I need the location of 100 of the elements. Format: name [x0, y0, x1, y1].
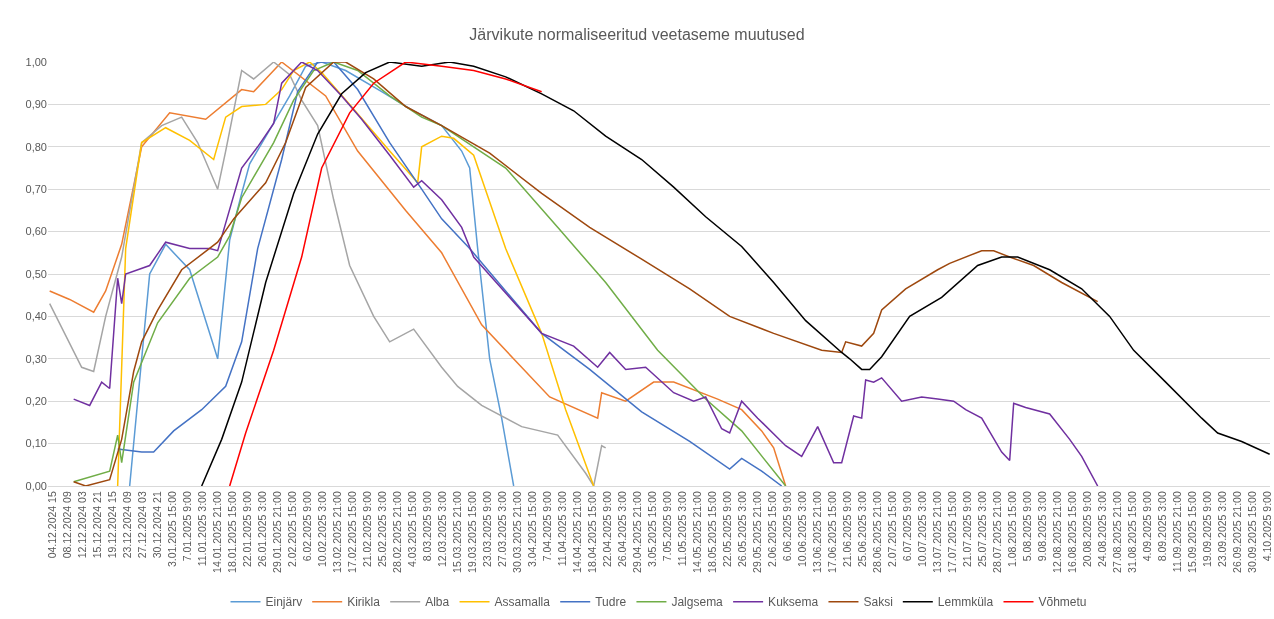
y-tick-label: 0,70	[25, 183, 47, 196]
x-tick-label: 27.03.2025 3:00	[495, 491, 508, 568]
x-tick-label: 4.03.2025 15:00	[405, 491, 418, 568]
x-tick-label: 17.06.2025 15:00	[825, 491, 838, 573]
y-tick-label: 0,60	[25, 225, 47, 238]
legend-label: Võhmetu	[1038, 595, 1087, 610]
x-tick-label: 28.06.2025 21:00	[870, 491, 883, 573]
legend-label: Kirikla	[347, 595, 381, 610]
x-tick-label: 16.08.2025 15:00	[1065, 491, 1078, 573]
x-tick-label: 13.07.2025 21:00	[930, 491, 943, 573]
x-tick-label: 22.01.2025 9:00	[240, 491, 253, 568]
x-tick-label: 30.12.2024 21	[150, 491, 163, 559]
x-tick-label: 29.01.2025 21:00	[270, 491, 283, 573]
x-tick-label: 31.08.2025 15:00	[1125, 491, 1138, 573]
x-tick-label: 23.03.2025 9:00	[480, 491, 493, 568]
x-tick-label: 22.04.2025 9:00	[600, 491, 613, 568]
y-tick-label: 0,00	[25, 479, 47, 492]
y-tick-label: 1,00	[25, 55, 47, 68]
x-tick-label: 11.05.2025 3:00	[675, 491, 688, 567]
x-tick-label: 9.08.2025 3:00	[1035, 491, 1048, 562]
x-tick-label: 2.06.2025 15:00	[765, 491, 778, 568]
x-tick-label: 22.05.2025 9:00	[720, 491, 733, 568]
legend-label: Kuksema	[768, 595, 819, 610]
x-tick-label: 4.10.2025 9:00	[1260, 491, 1273, 562]
x-tick-label: 12.03.2025 3:00	[435, 491, 448, 568]
x-tick-label: 20.08.2025 9:00	[1080, 491, 1093, 568]
x-tick-label: 12.12.2024 03	[75, 491, 88, 559]
x-tick-label: 18.01.2025 15:00	[225, 491, 238, 573]
x-tick-label: 10.07.2025 3:00	[915, 491, 928, 568]
x-tick-label: 3.05.2025 15:00	[645, 491, 658, 568]
x-tick-label: 21.07.2025 9:00	[960, 491, 973, 568]
x-tick-label: 7.05.2025 9:00	[660, 491, 673, 562]
x-tick-label: 08.12.2024 09	[60, 491, 73, 559]
x-tick-label: 17.02.2025 15:00	[345, 491, 358, 573]
x-tick-label: 14.04.2025 21:00	[570, 491, 583, 573]
x-tick-label: 15.09.2025 15:00	[1185, 491, 1198, 573]
x-tick-label: 15.03.2025 21:00	[450, 491, 463, 573]
legend-label: Tudre	[595, 595, 627, 610]
y-tick-label: 0,50	[25, 267, 47, 280]
x-tick-label: 18.04.2025 15:00	[585, 491, 598, 573]
x-tick-label: 25.06.2025 3:00	[855, 491, 868, 568]
x-tick-label: 8.09.2025 3:00	[1155, 491, 1168, 562]
x-tick-label: 8.03.2025 9:00	[420, 491, 433, 562]
x-tick-label: 17.07.2025 15:00	[945, 491, 958, 573]
x-tick-label: 23.12.2024 09	[120, 491, 133, 559]
x-tick-label: 29.05.2025 21:00	[750, 491, 763, 573]
x-tick-label: 15.12.2024 21	[90, 491, 103, 559]
x-tick-label: 27.12.2024 03	[135, 491, 148, 559]
x-tick-label: 26.05.2025 3:00	[735, 491, 748, 568]
legend-label: Assamalla	[494, 595, 551, 610]
x-tick-label: 6.02.2025 9:00	[300, 491, 313, 562]
x-tick-label: 26.04.2025 3:00	[615, 491, 628, 568]
x-tick-label: 11.01.2025 3:00	[195, 491, 208, 567]
x-tick-label: 28.02.2025 21:00	[390, 491, 403, 573]
x-tick-label: 25.02.2025 3:00	[375, 491, 388, 568]
legend-label: Einjärv	[265, 595, 303, 610]
y-tick-label: 0,80	[25, 140, 47, 153]
x-tick-label: 14.05.2025 21:00	[690, 491, 703, 573]
y-tick-label: 0,40	[25, 310, 47, 323]
line-series	[128, 62, 515, 486]
x-tick-label: 30.03.2025 21:00	[510, 491, 523, 573]
y-tick-label: 0,30	[25, 352, 47, 365]
x-tick-label: 4.09.2025 9:00	[1140, 491, 1153, 562]
x-tick-label: 23.09.2025 3:00	[1215, 491, 1228, 568]
x-tick-label: 1.08.2025 15:00	[1005, 491, 1018, 568]
x-tick-label: 21.06.2025 9:00	[840, 491, 853, 568]
legend-label: Alba	[425, 595, 450, 610]
x-tick-label: 19.03.2025 15:00	[465, 491, 478, 573]
x-tick-label: 10.06.2025 3:00	[795, 491, 808, 568]
x-tick-label: 2.02.2025 15:00	[285, 491, 298, 568]
line-series	[200, 62, 1270, 486]
y-tick-label: 0,10	[25, 437, 47, 450]
x-tick-label: 3.04.2025 15:00	[525, 491, 538, 568]
y-tick-label: 0,20	[25, 395, 47, 408]
x-tick-label: 2.07.2025 15:00	[885, 491, 898, 568]
chart-title: Järvikute normaliseeritud veetaseme muutused	[469, 25, 805, 43]
x-tick-label: 27.08.2025 21:00	[1110, 491, 1123, 573]
x-tick-label: 19.09.2025 9:00	[1200, 491, 1213, 568]
x-tick-label: 21.02.2025 9:00	[360, 491, 373, 568]
x-tick-label: 04.12.2024 15	[45, 491, 58, 559]
x-tick-label: 3.01.2025 15:00	[165, 491, 178, 568]
x-tick-label: 26.09.2025 21:00	[1230, 491, 1243, 573]
x-tick-label: 25.07.2025 3:00	[975, 491, 988, 568]
line-series	[72, 62, 1099, 486]
x-tick-label: 12.08.2025 21:00	[1050, 491, 1063, 573]
x-tick-label: 18.05.2025 15:00	[705, 491, 718, 573]
line-series	[228, 62, 543, 486]
x-tick-label: 13.06.2025 21:00	[810, 491, 823, 573]
legend-label: Saksi	[863, 595, 893, 610]
x-tick-label: 24.08.2025 3:00	[1095, 491, 1108, 568]
x-tick-label: 6.07.2025 9:00	[900, 491, 913, 562]
x-tick-label: 14.01.2025 21:00	[210, 491, 223, 573]
legend-label: Lemmküla	[937, 595, 994, 610]
x-tick-label: 19.12.2024 15	[105, 491, 118, 559]
x-tick-label: 11.09.2025 21:00	[1170, 491, 1183, 573]
x-tick-label: 13.02.2025 21:00	[330, 491, 343, 573]
x-tick-label: 30.09.2025 15:00	[1245, 491, 1258, 573]
y-tick-label: 0,90	[25, 98, 47, 111]
x-tick-label: 10.02.2025 3:00	[315, 491, 328, 568]
x-tick-label: 5.08.2025 9:00	[1020, 491, 1033, 562]
